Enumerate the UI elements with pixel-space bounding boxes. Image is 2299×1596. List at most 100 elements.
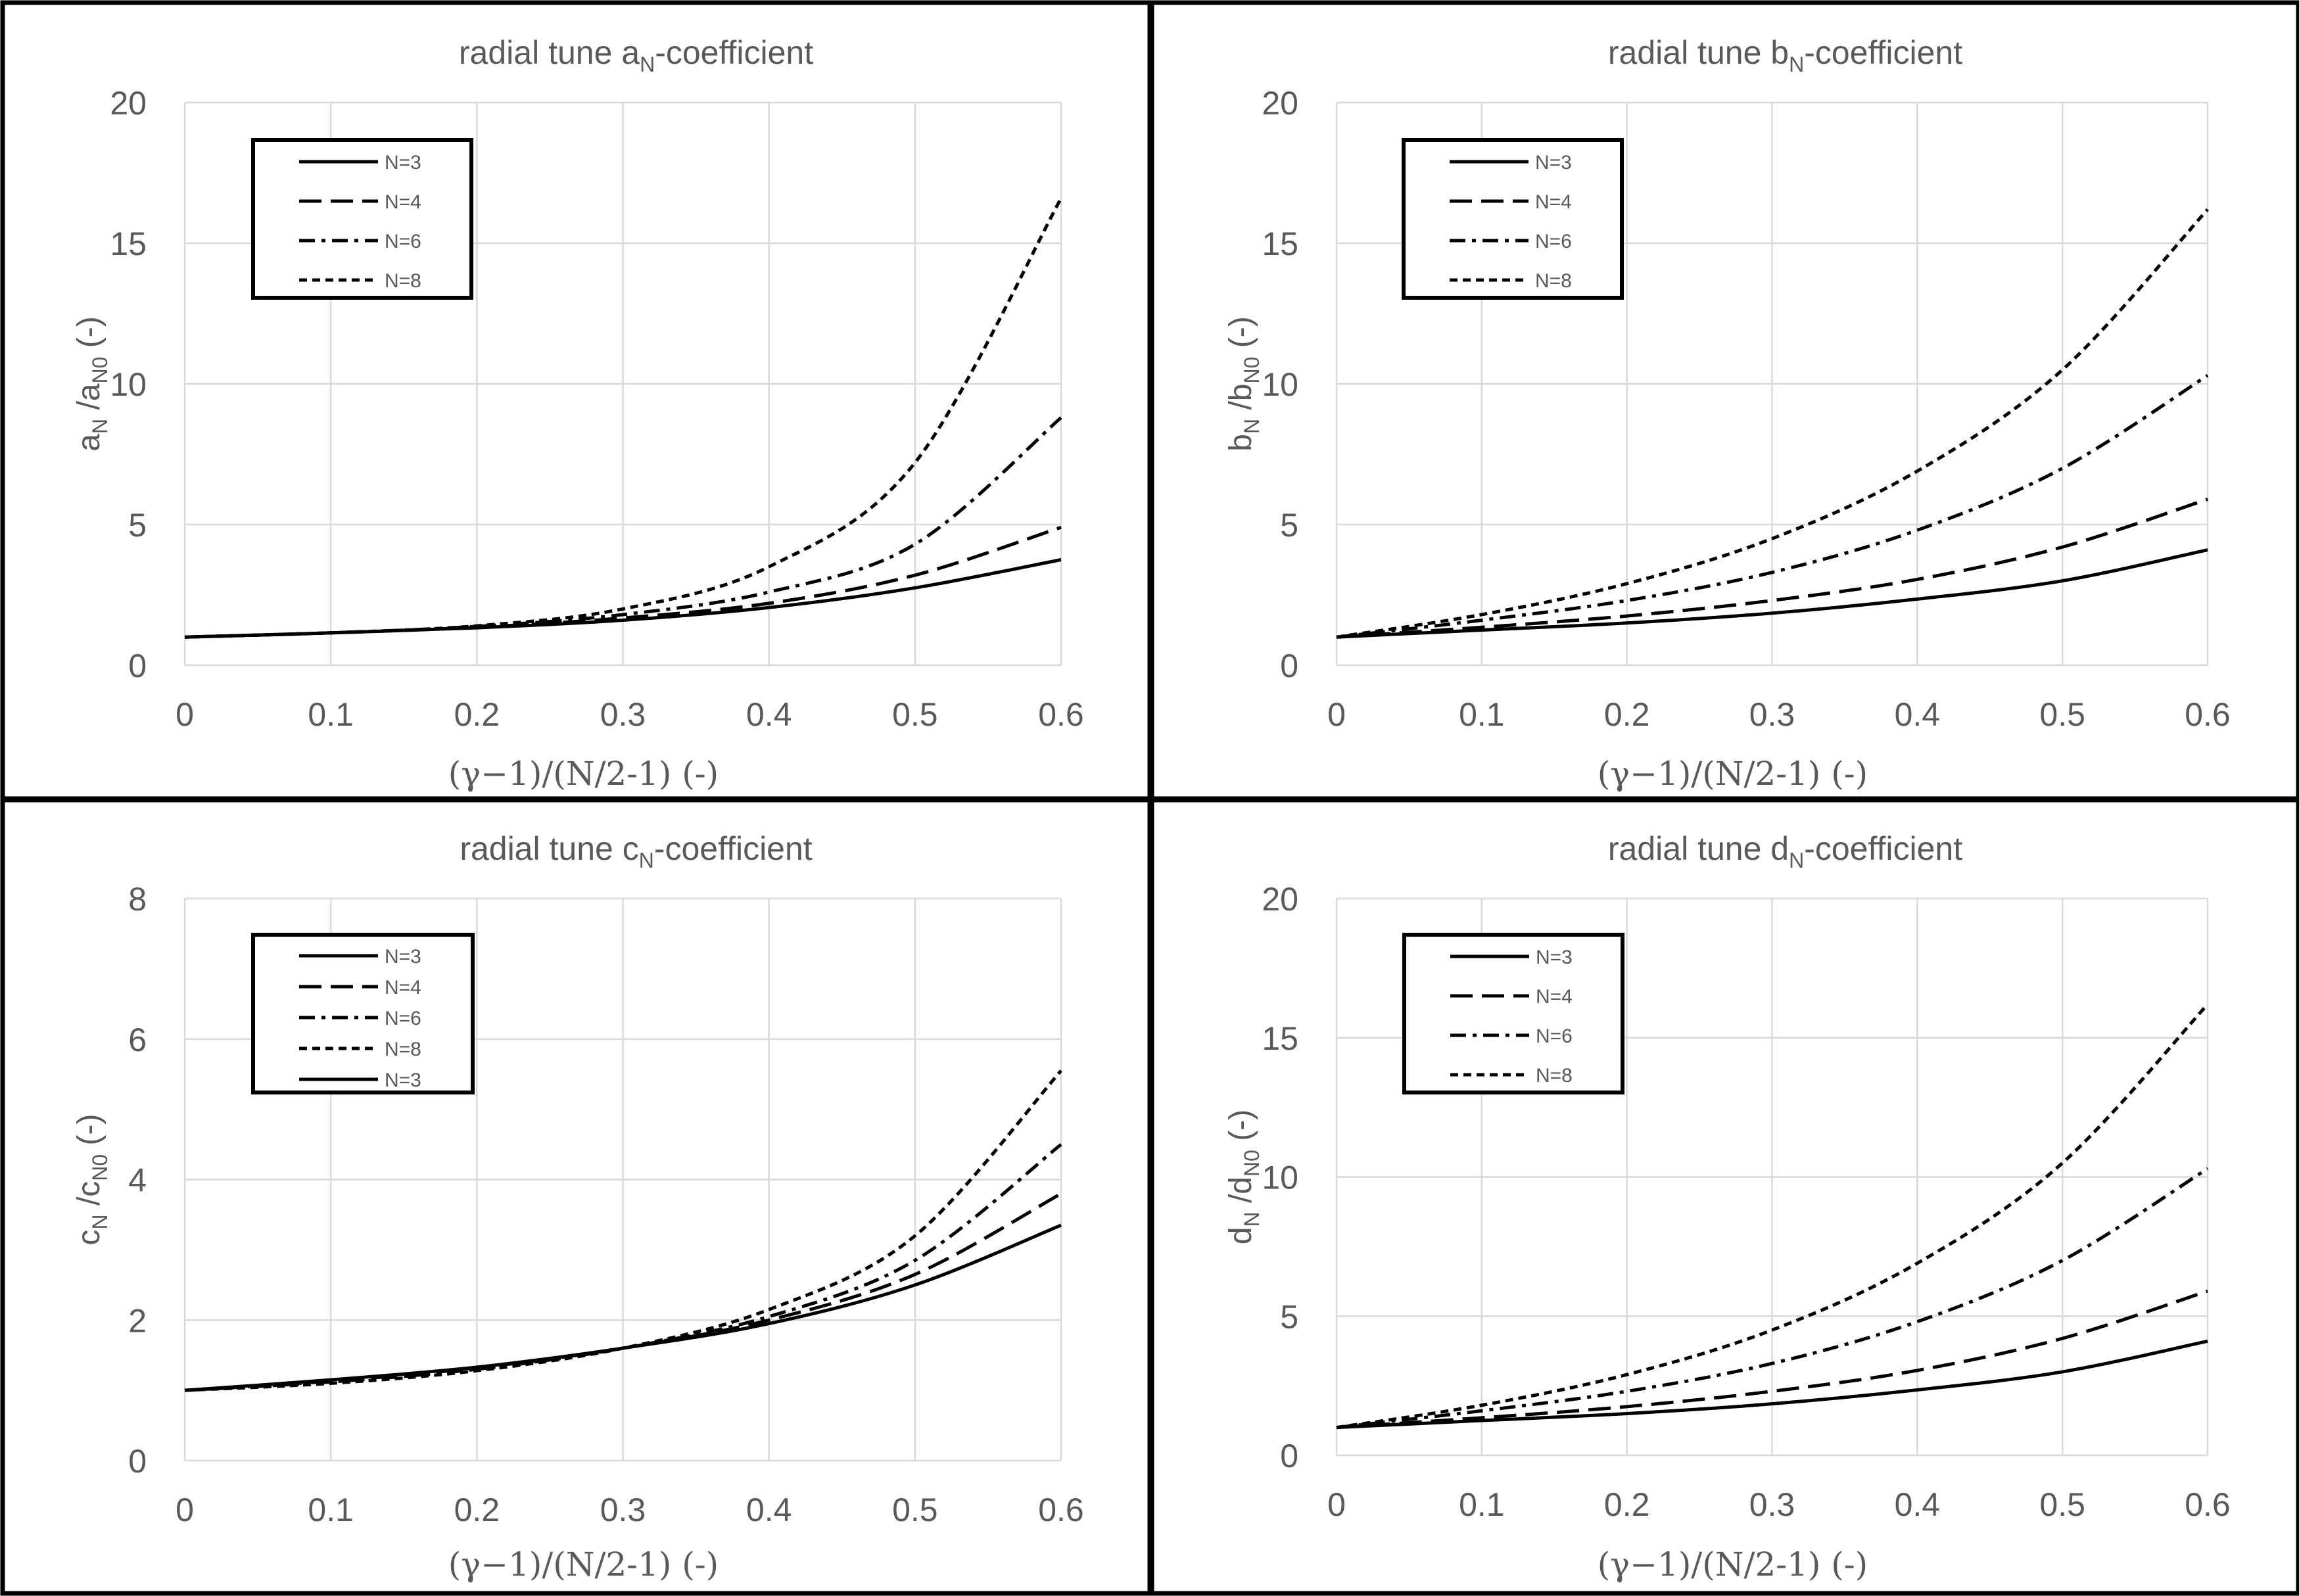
panel-border xyxy=(0,0,1152,803)
legend-label: N=6 xyxy=(1535,231,1572,252)
y-tick-label: 5 xyxy=(1280,1298,1298,1335)
panel-border xyxy=(1149,0,2299,803)
y-tick-label: 0 xyxy=(128,1443,147,1480)
x-tick-label: 0.2 xyxy=(454,1491,500,1528)
x-tick-label: 0.3 xyxy=(600,696,646,733)
series-line-n4 xyxy=(1336,1289,2208,1430)
y-tick-label: 0 xyxy=(128,647,147,684)
legend: N=3 N=4 N=6 N=8 N=3 xyxy=(251,933,475,1094)
legend-label: N=3 xyxy=(1536,947,1573,968)
panel-border xyxy=(1149,796,2299,1596)
chart-title: radial tune cN-coefficient xyxy=(460,830,812,872)
legend-label: N=3 xyxy=(385,1069,421,1091)
chart-a: 0 0.1 0.2 0.3 0.4 0.5 0.6 0 5 10 15 20 radial tune a… xyxy=(0,0,1152,803)
legend-box xyxy=(1402,933,1624,1094)
y-tick-label: 15 xyxy=(110,225,147,262)
y-tick-label: 0 xyxy=(1280,1438,1298,1474)
x-axis-label: (γ−1)/(N/2-1) (-) xyxy=(448,755,719,793)
panel-border xyxy=(0,796,1152,1596)
y-axis-label: cN /cN0 (-) xyxy=(72,1114,112,1246)
y-tick-label: 5 xyxy=(1280,507,1298,544)
series-line-n4 xyxy=(1336,498,2208,639)
x-axis-label: (γ−1)/(N/2-1) (-) xyxy=(1598,755,1868,793)
series-line-n8 xyxy=(1336,1003,2209,1430)
x-tick-label: 0.5 xyxy=(892,696,938,733)
y-axis-label: bN /bN0 (-) xyxy=(1223,316,1264,451)
x-tick-label: 0 xyxy=(176,696,194,733)
x-tick-label: 0 xyxy=(1327,1486,1346,1523)
x-tick-label: 0 xyxy=(1327,696,1346,733)
x-tick-label: 0.1 xyxy=(308,696,354,733)
x-tick-label: 0.3 xyxy=(1749,1486,1795,1523)
legend-label: N=6 xyxy=(1536,1025,1573,1047)
legend-label: N=8 xyxy=(1535,270,1572,292)
series-line-n3 xyxy=(1336,1339,2208,1430)
y-tick-label: 15 xyxy=(1262,225,1298,262)
legend-box xyxy=(251,138,473,300)
legend-label: N=4 xyxy=(1536,986,1573,1008)
x-tick-label: 0.1 xyxy=(1459,1486,1505,1523)
legend: N=3 N=4 N=6 N=8 xyxy=(1402,138,1624,300)
chart-title: radial tune dN-coefficient xyxy=(1608,830,1962,872)
legend-label: N=6 xyxy=(385,231,421,252)
legend-label: N=4 xyxy=(1535,191,1572,213)
legend-box xyxy=(251,933,475,1094)
chart-d: 0 0.1 0.2 0.3 0.4 0.5 0.6 0 5 10 15 20 radial tune d… xyxy=(1149,796,2299,1596)
x-tick-label: 0.6 xyxy=(1038,696,1084,733)
y-tick-label: 4 xyxy=(128,1162,147,1199)
legend-box xyxy=(1402,138,1624,300)
y-tick-label: 0 xyxy=(1280,647,1298,684)
chart-title: radial tune bN-coefficient xyxy=(1608,34,1962,76)
y-axis-label: aN /aN0 (-) xyxy=(72,316,112,451)
legend-label: N=3 xyxy=(385,946,421,968)
legend-label: N=6 xyxy=(385,1008,421,1029)
y-tick-label: 20 xyxy=(1262,85,1298,122)
x-tick-label: 0.2 xyxy=(454,696,500,733)
chart-c: 0 0.1 0.2 0.3 0.4 0.5 0.6 0 2 4 6 8 radial tune cN-c… xyxy=(0,796,1152,1596)
x-axis-label: (γ−1)/(N/2-1) (-) xyxy=(448,1545,719,1584)
x-tick-label: 0.1 xyxy=(308,1491,354,1528)
legend-label: N=4 xyxy=(385,977,421,998)
y-tick-label: 10 xyxy=(1262,366,1298,403)
legend-label: N=3 xyxy=(1535,152,1572,174)
x-tick-label: 0.1 xyxy=(1459,696,1505,733)
legend-label: N=3 xyxy=(385,152,421,174)
x-tick-label: 0.5 xyxy=(2039,696,2085,733)
y-tick-label: 6 xyxy=(128,1021,147,1058)
legend: N=3 N=4 N=6 N=8 xyxy=(251,138,473,300)
x-tick-label: 0.4 xyxy=(1895,1486,1941,1523)
x-tick-label: 0.6 xyxy=(1038,1491,1084,1528)
x-tick-label: 0.2 xyxy=(1604,696,1650,733)
series-line-n6 xyxy=(1336,374,2209,639)
y-tick-label: 10 xyxy=(110,366,147,403)
x-tick-label: 0.2 xyxy=(1604,1486,1650,1523)
legend-label: N=8 xyxy=(1536,1065,1573,1087)
series-line-n8 xyxy=(184,1069,1062,1392)
y-tick-label: 5 xyxy=(128,507,147,544)
x-tick-label: 0.6 xyxy=(2185,1486,2231,1523)
y-tick-label: 15 xyxy=(1262,1020,1298,1057)
chart-b: 0 0.1 0.2 0.3 0.4 0.5 0.6 0 5 10 15 20 radial tune b… xyxy=(1149,0,2299,803)
y-tick-label: 10 xyxy=(1262,1160,1298,1196)
series-line-n8 xyxy=(1336,208,2209,639)
chart-title: radial tune aN-coefficient xyxy=(459,34,813,76)
x-tick-label: 0.3 xyxy=(600,1491,646,1528)
x-tick-label: 0.5 xyxy=(2039,1486,2085,1523)
x-axis-label: (γ−1)/(N/2-1) (-) xyxy=(1598,1545,1868,1584)
x-tick-label: 0.5 xyxy=(892,1491,938,1528)
series-line-n8 xyxy=(184,197,1063,639)
x-tick-label: 0.6 xyxy=(2185,696,2231,733)
legend-label: N=8 xyxy=(385,1039,421,1060)
y-tick-label: 20 xyxy=(110,85,147,122)
y-axis-label: dN /dN0 (-) xyxy=(1223,1110,1264,1244)
y-tick-label: 2 xyxy=(128,1302,147,1339)
x-tick-label: 0.4 xyxy=(746,1491,792,1528)
y-tick-label: 20 xyxy=(1262,881,1298,918)
x-tick-label: 0.3 xyxy=(1749,696,1795,733)
legend: N=3 N=4 N=6 N=8 xyxy=(1402,933,1624,1094)
legend-label: N=8 xyxy=(385,270,421,292)
legend-label: N=4 xyxy=(385,191,421,213)
x-tick-label: 0 xyxy=(176,1491,194,1528)
x-tick-label: 0.4 xyxy=(746,696,792,733)
